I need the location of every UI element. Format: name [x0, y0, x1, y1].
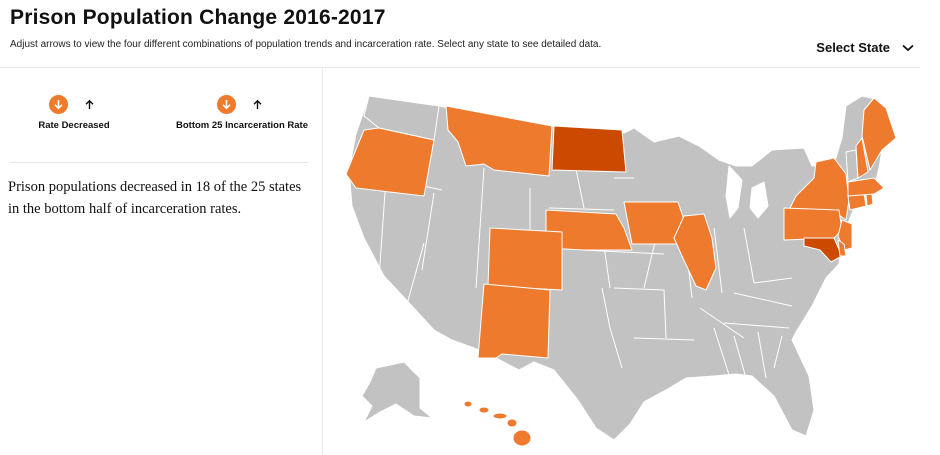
page-subtitle: Adjust arrows to view the four different… — [10, 39, 602, 50]
top-25-button[interactable] — [248, 95, 267, 114]
state-massachusetts[interactable] — [847, 177, 885, 197]
state-new-mexico[interactable] — [477, 283, 551, 359]
hawaii-island-molokai — [492, 412, 508, 420]
panel-divider — [322, 67, 323, 455]
state-oregon[interactable] — [345, 127, 435, 197]
arrow-down-icon — [222, 99, 231, 109]
rate-increased-button[interactable] — [80, 95, 99, 114]
rate-toggle-label: Rate Decreased — [38, 120, 110, 131]
state-montana[interactable] — [445, 105, 553, 177]
state-alaska[interactable] — [361, 361, 433, 423]
chevron-down-icon — [902, 44, 914, 51]
state-connecticut[interactable] — [847, 193, 867, 211]
left-divider — [10, 162, 308, 163]
state-select[interactable]: Select State — [816, 40, 914, 55]
state-maryland[interactable] — [803, 237, 843, 263]
incarceration-toggle-label: Bottom 25 Incarceration Rate — [176, 120, 308, 131]
hawaii-island-oahu — [478, 406, 490, 414]
rate-toggle: Rate Decreased — [4, 94, 144, 131]
page-title: Prison Population Change 2016-2017 — [10, 6, 386, 29]
us-map — [345, 95, 897, 447]
state-select-label: Select State — [816, 40, 890, 55]
state-rhode-island[interactable] — [865, 193, 874, 207]
hawaii-island-big — [512, 429, 532, 447]
state-pennsylvania[interactable] — [783, 207, 843, 241]
state-maine[interactable] — [861, 97, 897, 171]
arrow-up-icon — [85, 99, 94, 109]
hawaii-island-kauai — [463, 400, 473, 408]
rate-decreased-button[interactable] — [49, 94, 68, 114]
great-lakes — [725, 165, 769, 219]
state-delaware[interactable] — [837, 239, 847, 257]
state-illinois[interactable] — [673, 213, 717, 291]
incarceration-toggle: Bottom 25 Incarceration Rate — [172, 94, 312, 131]
arrow-up-icon — [253, 99, 262, 109]
state-hawaii[interactable] — [463, 400, 532, 447]
header-divider — [0, 67, 920, 68]
arrow-down-icon — [54, 99, 63, 109]
state-new-hampshire[interactable] — [855, 137, 869, 179]
state-colorado[interactable] — [487, 227, 563, 291]
state-north-dakota[interactable] — [551, 125, 627, 173]
bottom-25-button[interactable] — [217, 94, 236, 114]
hawaii-island-maui — [506, 418, 518, 428]
summary-text: Prison populations decreased in 18 of th… — [8, 179, 302, 217]
